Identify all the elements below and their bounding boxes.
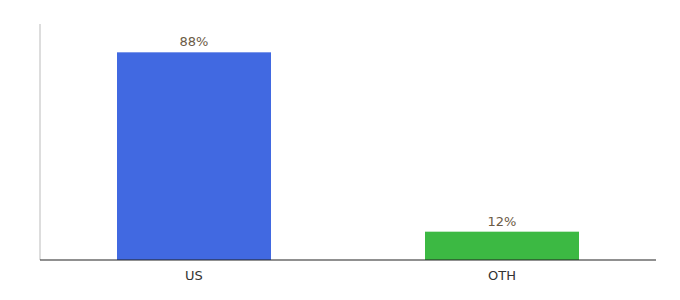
x-tick-label: OTH [488,268,516,283]
y-axis-line [40,24,41,260]
data-label: 88% [180,34,209,49]
chart-svg: 88% 12% US OTH [0,0,680,300]
x-axis-line [40,259,656,260]
x-tick-label: US [185,268,203,283]
data-labels: 88% 12% [180,34,517,228]
x-tick-labels: US OTH [185,268,516,283]
chart-container: 88% 12% US OTH [0,0,680,300]
bar [425,232,579,260]
bar [117,52,271,260]
bars [117,52,579,260]
data-label: 12% [488,214,517,229]
